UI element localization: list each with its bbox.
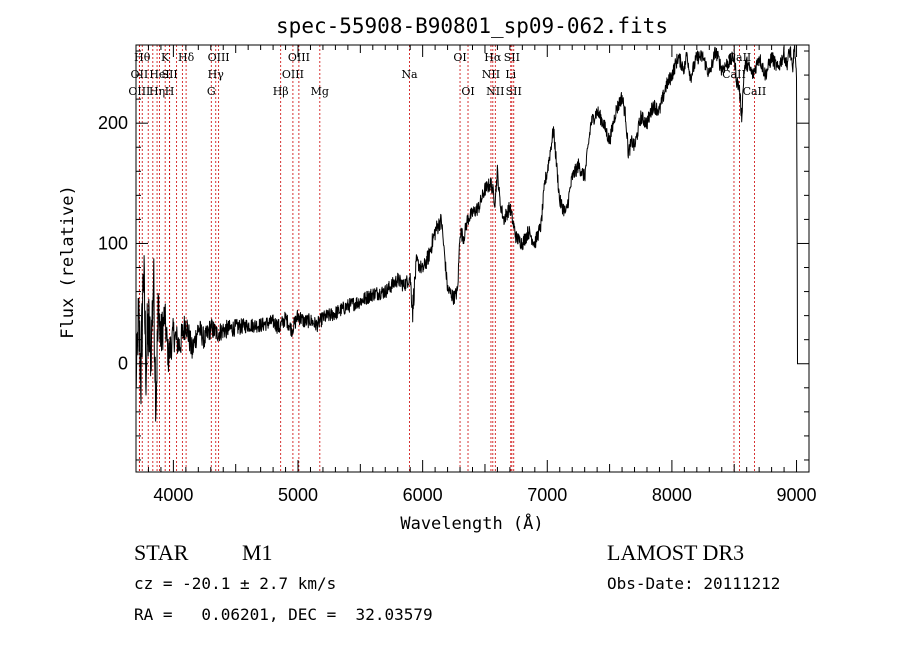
redshift-info: cz = -20.1 ± 2.7 km/s xyxy=(134,574,337,593)
y-axis: 0 100 200 xyxy=(98,50,809,461)
spectrum-group xyxy=(135,44,798,422)
object-subclass: M1 xyxy=(242,540,273,565)
line-label: HeI xyxy=(149,68,169,81)
line-label: CaII xyxy=(728,51,752,64)
plot-frame xyxy=(135,44,810,473)
line-label: SII xyxy=(162,68,178,81)
line-label: OIII xyxy=(282,68,304,81)
line-label: Hβ xyxy=(273,85,289,98)
line-label: NII xyxy=(486,85,504,98)
x-axis-label: Wavelength (Å) xyxy=(400,512,543,534)
line-label: OIII xyxy=(288,51,310,64)
line-label: OIII xyxy=(128,85,150,98)
line-label: Mg xyxy=(311,85,329,98)
line-label: Na xyxy=(401,68,418,81)
line-label: OI xyxy=(461,85,474,98)
line-label: CaII xyxy=(743,85,767,98)
line-label: SII xyxy=(504,51,520,64)
object-class: STAR xyxy=(134,540,189,565)
line-label: OII xyxy=(131,68,149,81)
x-tick-label: 5000 xyxy=(278,485,318,505)
survey-name: LAMOST DR3 xyxy=(607,540,745,565)
line-label: H xyxy=(165,85,175,98)
line-label: OI xyxy=(453,51,466,64)
line-label: Hα xyxy=(484,51,502,64)
chart-title: spec-55908-B90801_sp09-062.fits xyxy=(276,14,668,38)
line-label: SII xyxy=(506,85,522,98)
line-label: K xyxy=(161,51,170,64)
line-label: CaII xyxy=(722,68,746,81)
line-labels: HθOIIOIIIHηHeIKHSIIHδGHγOIIIHβOIIIOIIIMg… xyxy=(128,51,766,98)
line-label: G xyxy=(207,85,216,98)
line-label: NII xyxy=(482,68,500,81)
x-axis: 4000 5000 6000 7000 8000 9000 xyxy=(135,45,817,505)
line-label: Hθ xyxy=(134,51,151,64)
line-label: Hη xyxy=(149,85,165,98)
spectrum-line xyxy=(135,44,798,422)
line-label: OIII xyxy=(208,51,230,64)
line-label: Hγ xyxy=(208,68,225,81)
y-tick-label: 0 xyxy=(118,354,128,374)
y-tick-label: 200 xyxy=(98,113,128,133)
x-tick-label: 8000 xyxy=(652,485,692,505)
y-axis-label: Flux (relative) xyxy=(58,185,78,339)
x-tick-label: 7000 xyxy=(527,485,567,505)
line-markers xyxy=(138,45,755,472)
coordinates: RA = 0.06201, DEC = 32.03579 xyxy=(134,605,433,624)
x-tick-label: 9000 xyxy=(777,485,817,505)
x-tick-label: 6000 xyxy=(403,485,443,505)
line-label: Li xyxy=(505,68,516,81)
y-tick-label: 100 xyxy=(98,233,128,253)
line-label: Hδ xyxy=(178,51,195,64)
observation-date: Obs-Date: 20111212 xyxy=(607,574,781,593)
x-tick-label: 4000 xyxy=(153,485,193,505)
